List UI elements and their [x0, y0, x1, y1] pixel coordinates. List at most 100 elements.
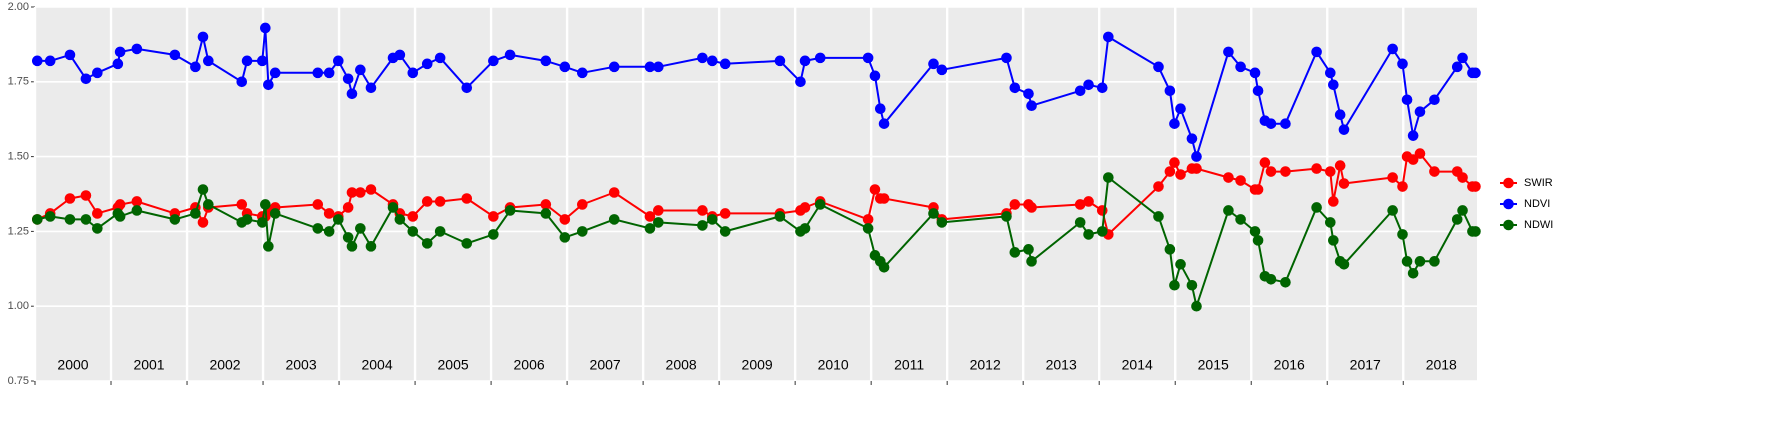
point — [169, 214, 181, 225]
point — [644, 211, 656, 222]
point — [112, 58, 124, 70]
point — [1280, 166, 1291, 177]
point — [346, 88, 358, 100]
point — [1324, 67, 1336, 79]
point — [1164, 166, 1176, 177]
point — [559, 232, 571, 243]
legend-marker — [1503, 219, 1514, 231]
point — [1280, 276, 1291, 288]
point — [1009, 82, 1021, 94]
point — [1311, 46, 1322, 58]
point — [1186, 279, 1198, 291]
point — [1074, 217, 1086, 228]
x-tick-label: 2009 — [742, 357, 773, 373]
point — [653, 217, 664, 228]
point — [256, 217, 268, 228]
point — [236, 199, 248, 210]
x-tick-label: 2010 — [818, 357, 849, 373]
point — [197, 184, 209, 195]
point — [197, 217, 209, 228]
legend-label: NDVI — [1524, 198, 1550, 210]
point — [608, 214, 620, 225]
x-tick-label: 2007 — [590, 357, 621, 373]
legend-label: NDWI — [1524, 219, 1553, 231]
y-tick-label: 1.25 — [8, 225, 29, 237]
point — [263, 241, 274, 252]
legend-label: SWIR — [1524, 177, 1553, 189]
point — [1470, 67, 1481, 79]
point — [260, 199, 271, 210]
x-tick-label: 2001 — [133, 357, 164, 373]
point — [1074, 199, 1086, 210]
point — [203, 55, 214, 67]
point — [1451, 214, 1463, 225]
point — [197, 31, 209, 43]
point — [1252, 235, 1264, 246]
y-tick-label: 1.00 — [8, 300, 29, 312]
point — [434, 52, 446, 64]
point — [114, 199, 126, 210]
x-tick-label: 2014 — [1122, 357, 1153, 373]
point — [697, 205, 708, 216]
point — [323, 208, 335, 219]
point — [1191, 300, 1202, 312]
x-tick-label: 2004 — [361, 357, 392, 373]
point — [1387, 205, 1398, 216]
point — [1414, 148, 1426, 159]
point — [169, 49, 181, 61]
point — [559, 214, 571, 225]
point — [1457, 205, 1468, 216]
point — [203, 199, 214, 210]
x-tick-label: 2002 — [209, 357, 240, 373]
point — [434, 196, 446, 207]
point — [488, 229, 499, 240]
point — [878, 262, 890, 273]
point — [719, 58, 731, 70]
point — [407, 211, 419, 222]
legend-marker — [1503, 198, 1514, 210]
point — [878, 118, 890, 129]
x-tick-label: 2000 — [57, 357, 88, 373]
point — [342, 232, 354, 243]
point — [1311, 163, 1322, 174]
point — [92, 67, 103, 79]
point — [878, 193, 890, 204]
point — [1164, 244, 1176, 255]
point — [387, 202, 399, 213]
point — [365, 82, 377, 94]
x-tick-label: 2008 — [666, 357, 697, 373]
point — [799, 202, 811, 213]
point — [332, 214, 344, 225]
point — [80, 214, 92, 225]
point — [1001, 211, 1012, 222]
point — [92, 223, 103, 234]
point — [869, 184, 881, 195]
point — [719, 208, 731, 219]
point — [1265, 118, 1277, 129]
point — [1096, 82, 1108, 94]
point — [644, 61, 656, 73]
point — [504, 205, 516, 216]
point — [346, 241, 358, 252]
point — [407, 67, 419, 79]
point — [706, 55, 718, 67]
point — [869, 70, 881, 82]
point — [936, 64, 948, 76]
point — [263, 79, 274, 91]
point — [1252, 184, 1264, 195]
point — [1175, 103, 1186, 115]
point — [323, 67, 335, 79]
point — [269, 67, 281, 79]
point — [1001, 52, 1012, 64]
point — [80, 73, 92, 85]
point — [92, 208, 103, 219]
point — [697, 52, 708, 64]
point — [774, 211, 786, 222]
point — [1103, 31, 1114, 43]
point — [323, 226, 335, 237]
point — [114, 211, 126, 222]
point — [1338, 178, 1350, 189]
point — [1191, 151, 1202, 162]
point — [1470, 181, 1481, 192]
point — [1169, 118, 1180, 129]
